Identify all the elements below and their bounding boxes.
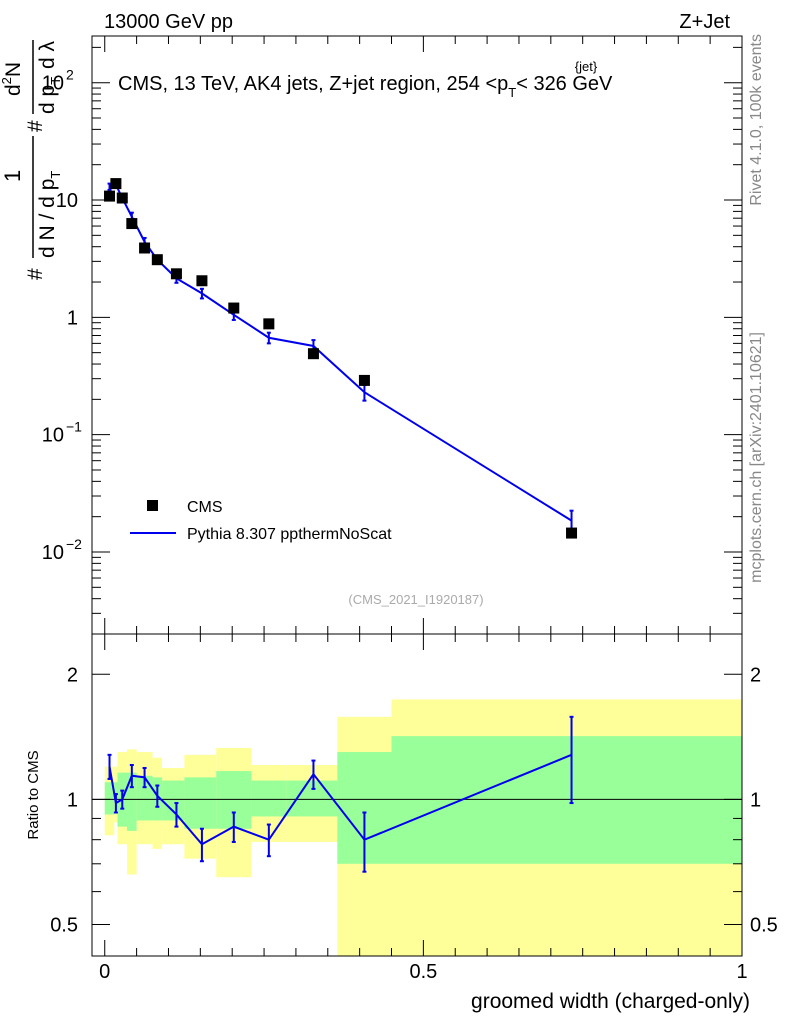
y-tick-label: 1 (67, 307, 78, 329)
ratio-band-green (184, 777, 217, 829)
legend: CMS Pythia 8.307 ppthermNoScat (130, 499, 392, 543)
ratio-band-green (162, 780, 185, 821)
cms-data-point (228, 302, 240, 314)
mc-series-line (109, 183, 573, 522)
ratio-band-green (286, 780, 338, 817)
ylabel-dp: d pT (36, 77, 63, 114)
ratio-y-tick-label-right: 0.5 (750, 915, 778, 937)
cms-data-point (196, 275, 208, 287)
x-tick-label: 1 (736, 961, 747, 983)
ratio-y-tick-label: 1 (67, 789, 78, 811)
ratio-band-green (104, 782, 115, 815)
main-panel-frame (91, 35, 743, 635)
ylabel-dl: d λ (36, 40, 59, 69)
legend-marker-cms (147, 500, 158, 511)
cms-data-point (263, 318, 275, 330)
ratio-band-green (391, 736, 742, 864)
main-x-axis (104, 36, 743, 634)
ratio-y-label: Ratio to CMS (25, 750, 42, 839)
cms-data-point (104, 190, 116, 202)
x-tick-label: 0 (99, 961, 110, 983)
cms-data-point (358, 374, 370, 386)
ratio-y-tick-label-right: 2 (750, 664, 761, 686)
ratio-y-tick-label: 0.5 (50, 915, 78, 937)
cms-data-point (116, 192, 128, 204)
main-title: CMS, 13 TeV, AK4 jets, Z+jet region, 254… (118, 73, 613, 100)
side-text-bottom: mcplots.cern.ch [arXiv:2401.10621] (748, 332, 765, 583)
cms-data-point (566, 527, 578, 539)
ylabel-hash-2: # (24, 120, 47, 132)
ratio-x-axis: 0 0.5 1 (99, 634, 748, 983)
y-tick-label: 10 (56, 190, 78, 212)
cms-data-point (110, 178, 122, 190)
ratio-band-green (136, 775, 153, 821)
ylabel-dn: d N / d pT (36, 171, 63, 258)
cms-data-point (307, 348, 319, 360)
ratio-error-bars (107, 715, 574, 873)
ratio-y-tick-label-right: 1 (750, 789, 761, 811)
ratio-y-tick-label: 2 (67, 664, 78, 686)
ratio-band-green (251, 780, 287, 817)
y-tick-label: 10 (42, 542, 64, 564)
main-y-label: # 1 d N / d pT # d2N d pT d λ (0, 40, 63, 280)
legend-label-cms: CMS (187, 499, 223, 516)
x-tick-label: 0.5 (409, 961, 437, 983)
header-left: 13000 GeV pp (104, 11, 233, 33)
y-tick-label: 10 (42, 73, 64, 95)
cms-data-point (151, 254, 163, 266)
y-tick-label-exponent: −2 (66, 536, 82, 552)
side-text-top: Rivet 4.1.0, 100k events (748, 34, 765, 206)
cms-data-point (139, 242, 151, 254)
cms-data-markers (104, 178, 578, 539)
y-tick-label-exponent: −1 (66, 419, 82, 435)
ylabel-hash-1: # (24, 268, 47, 280)
legend-label-mc: Pythia 8.307 ppthermNoScat (187, 526, 392, 543)
main-title-superscript: {jet} (575, 59, 598, 74)
header-right: Z+Jet (679, 11, 730, 33)
y-tick-label: 10 (42, 425, 64, 447)
y-tick-label-exponent: 2 (66, 67, 74, 83)
ylabel-one: 1 (0, 170, 25, 182)
x-axis-label: groomed width (charged-only) (471, 990, 750, 1013)
ratio-band-green (127, 772, 137, 831)
ylabel-d2n: d2N (0, 62, 25, 96)
analysis-watermark: (CMS_2021_I1920187) (348, 592, 483, 607)
ratio-panel-frame (91, 633, 743, 957)
mc-error-bars (107, 180, 574, 535)
ratio-y-axis: 0.5 0.5 1 1 2 2 (50, 664, 778, 936)
cms-data-point (170, 268, 182, 280)
cms-data-point (126, 218, 138, 230)
